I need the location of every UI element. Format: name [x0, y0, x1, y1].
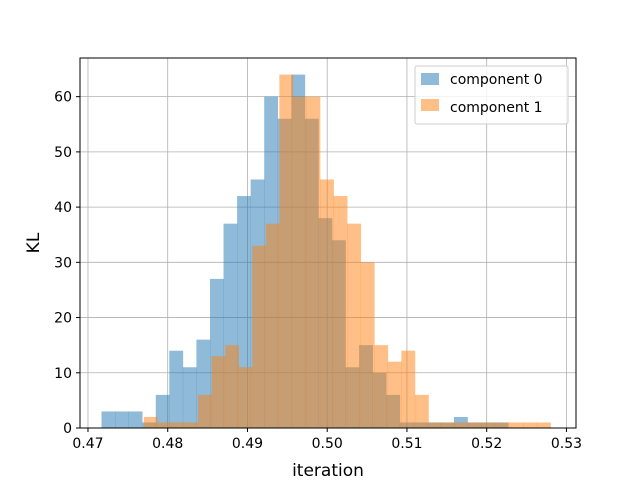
bar-series-1-bin-29 — [536, 422, 551, 428]
bar-series-0-bin-0 — [101, 411, 116, 428]
bar-series-0-bin-4 — [155, 394, 170, 428]
bars — [101, 74, 551, 429]
x-tick-label-6: 0.53 — [551, 436, 582, 452]
bar-series-1-bin-26 — [496, 422, 511, 428]
bar-series-1-bin-11 — [292, 96, 307, 429]
legend-frame — [414, 65, 569, 125]
x-tick-label-1: 0.48 — [152, 436, 183, 452]
y-tick-label-6: 60 — [54, 90, 72, 106]
bar-series-1-bin-21 — [428, 422, 443, 428]
x-tick-label-3: 0.50 — [312, 436, 343, 452]
bar-series-1-bin-23 — [455, 422, 470, 428]
plot-frame — [79, 57, 577, 429]
x-axis-label: iteration — [292, 461, 364, 480]
ticks: 0.47 0.48 0.49 0.50 0.51 0.52 0.53 0 10 20 30 40 50 6… — [54, 90, 582, 452]
bar-series-1-bin-10 — [279, 74, 294, 428]
bar-series-1-bin-28 — [523, 422, 538, 428]
y-tick-label-0: 0 — [63, 421, 72, 437]
x-tick-label-0: 0.47 — [72, 436, 103, 452]
legend-swatch-component-0 — [421, 73, 439, 85]
bar-series-1-bin-4 — [198, 394, 212, 428]
bar-series-1-bin-20 — [414, 394, 429, 428]
bar-series-0-bin-1 — [115, 411, 129, 428]
legend: component 0 component 1 — [414, 65, 569, 125]
bar-series-1-bin-8 — [252, 245, 267, 428]
y-tick-label-2: 20 — [54, 311, 72, 327]
bar-series-1-bin-3 — [184, 422, 199, 428]
bar-series-1-bin-27 — [509, 422, 524, 428]
x-tick-label-5: 0.52 — [471, 436, 502, 452]
bar-series-0-bin-2 — [128, 411, 143, 428]
x-tick-label-2: 0.49 — [232, 436, 263, 452]
bar-series-1-bin-0 — [143, 416, 158, 428]
y-tick-label-5: 50 — [54, 145, 72, 161]
bar-series-1-bin-22 — [442, 422, 456, 428]
bar-series-1-bin-2 — [170, 422, 185, 428]
bar-series-1-bin-7 — [238, 367, 253, 428]
bar-series-1-bin-5 — [211, 356, 226, 428]
y-tick-label-1: 10 — [54, 366, 72, 382]
bar-series-1-bin-17 — [374, 345, 389, 428]
bar-series-0-bin-6 — [182, 367, 197, 428]
bar-series-1-bin-16 — [360, 262, 375, 428]
bar-series-1-bin-19 — [401, 350, 416, 428]
bar-series-0-bin-5 — [169, 350, 184, 428]
bar-series-1-bin-24 — [469, 422, 484, 428]
legend-label-component-1: component 1 — [450, 100, 543, 116]
y-tick-label-4: 40 — [54, 200, 72, 216]
bar-series-1-bin-1 — [157, 422, 172, 428]
y-tick-label-3: 30 — [54, 255, 72, 271]
x-tick-label-4: 0.51 — [391, 436, 422, 452]
bar-series-1-bin-9 — [265, 223, 280, 428]
bar-series-1-bin-25 — [482, 422, 497, 428]
bar-series-1-bin-18 — [387, 361, 402, 428]
legend-label-component-0: component 0 — [450, 72, 543, 88]
legend-swatch-component-1 — [421, 99, 439, 111]
bar-series-1-bin-14 — [333, 196, 348, 428]
bar-series-1-bin-13 — [320, 179, 334, 428]
bar-series-1-bin-12 — [306, 96, 321, 429]
y-axis-label: KL — [24, 232, 44, 253]
bar-series-1-bin-15 — [347, 223, 361, 428]
bar-series-1-bin-6 — [225, 345, 239, 428]
